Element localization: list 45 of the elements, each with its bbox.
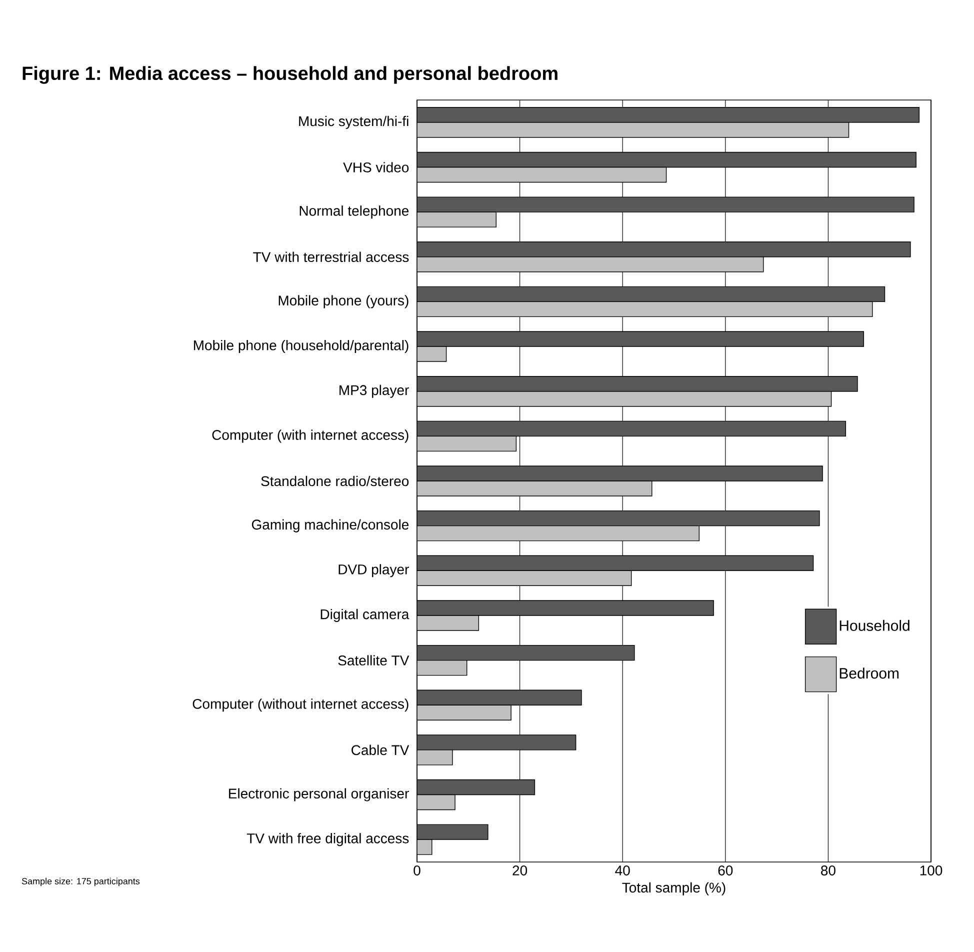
x-tick-label: 40 (615, 866, 630, 876)
bar (417, 690, 582, 706)
y-tick-label: Mobile phone (yours) (278, 295, 408, 308)
x-tick-label: 80 (821, 866, 836, 876)
y-tick-label: Gaming machine/console (252, 519, 409, 532)
bar (417, 600, 714, 616)
y-tick-label: Digital camera (320, 608, 410, 622)
bar (417, 510, 820, 526)
bar (417, 824, 488, 840)
y-tick-label: Computer (without internet access) (192, 698, 408, 712)
bar (417, 196, 914, 212)
bar (417, 286, 886, 302)
x-axis-title: Total sample (%) (622, 882, 726, 896)
y-tick-label: Satellite TV (338, 655, 410, 666)
y-tick-label: DVD player (338, 564, 409, 578)
y-tick-label: MP3 player (340, 384, 409, 398)
y-tick-label: Mobile phone (household/parental) (194, 340, 408, 354)
bar (417, 555, 814, 571)
legend-label: Household (840, 620, 910, 631)
bar (417, 466, 823, 482)
bar (417, 152, 916, 168)
x-tick-label: 100 (920, 866, 942, 876)
y-tick-label: Electronic personal organiser (229, 788, 409, 802)
y-tick-label: Cable TV (352, 744, 410, 756)
x-tick-label: 60 (718, 866, 733, 876)
y-tick-label: Computer (with internet access) (212, 430, 408, 443)
y-tick-label: TV with terrestrial access (253, 252, 409, 262)
y-tick-label: VHS video (343, 162, 409, 172)
y-tick-label: Normal telephone (300, 206, 409, 219)
y-tick-label: Standalone radio/stereo (261, 476, 409, 486)
y-tick-label: Music system/hi-fi (299, 116, 408, 129)
x-tick-label: 0 (414, 866, 420, 876)
bar (417, 644, 635, 661)
bar (417, 107, 920, 123)
bar (417, 242, 911, 258)
bar (417, 734, 576, 750)
x-tick-label: 20 (512, 866, 528, 876)
chart-title: Figure 1: Media access – household and personal bedroom (22, 66, 558, 84)
bar (417, 420, 846, 437)
legend-label: Bedroom (840, 668, 899, 679)
bar (417, 376, 858, 392)
bar (417, 779, 536, 796)
bar (417, 331, 864, 347)
y-tick-label: TV with free digital access (246, 833, 409, 846)
text: Sample size: 175 participants (22, 878, 140, 886)
